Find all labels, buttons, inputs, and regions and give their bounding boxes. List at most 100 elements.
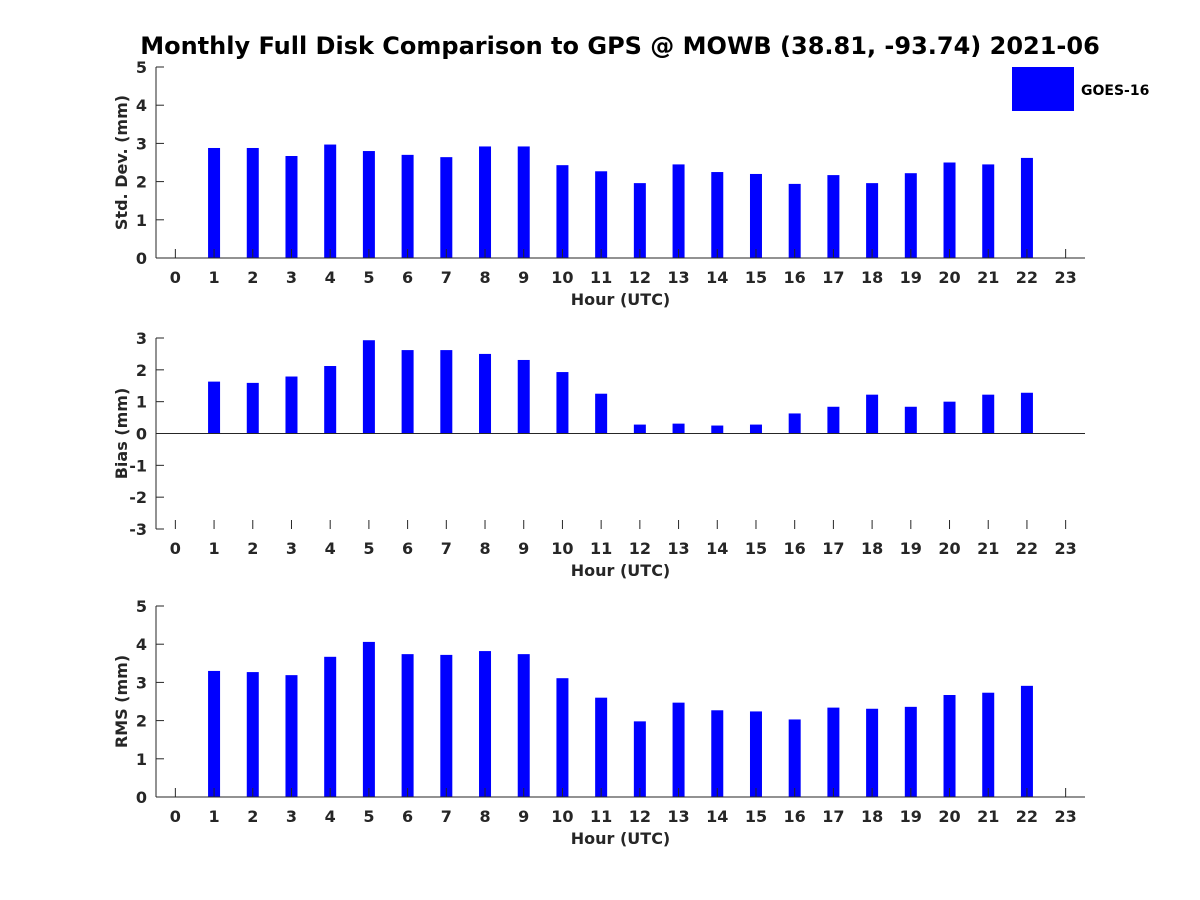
bias-bar-hour-7 (440, 350, 453, 434)
bias-bar-hour-8 (479, 353, 492, 434)
rms-x-tick-label: 1 (208, 807, 219, 826)
legend-label: GOES-16 (1081, 83, 1149, 99)
std-bar-hour-22 (1020, 157, 1033, 258)
bias-bar-hour-17 (827, 406, 840, 434)
bias-x-tick-label: 5 (363, 539, 374, 558)
rms-bar-hour-10 (556, 678, 569, 797)
bias-bar-hour-6 (401, 350, 414, 434)
bias-bar-hour-9 (517, 359, 530, 434)
std-x-tick-label: 22 (1016, 268, 1038, 287)
bias-x-tick-label: 7 (441, 539, 452, 558)
std-y-tick-label: 5 (136, 58, 147, 77)
rms-x-tick-label: 3 (286, 807, 297, 826)
std-x-tick-label: 8 (479, 268, 490, 287)
std-bar-hour-4 (324, 144, 337, 258)
std-bar-hour-11 (595, 171, 608, 258)
rms-bar-hour-2 (246, 672, 259, 797)
bias-x-tick-label: 11 (590, 539, 612, 558)
rms-x-tick-label: 21 (977, 807, 999, 826)
bias-y-tick-label: -2 (129, 488, 147, 507)
bias-x-tick-label: 19 (900, 539, 922, 558)
std-bar-hour-8 (479, 146, 492, 258)
rms-bar-hour-17 (827, 707, 840, 797)
bias-bar-hour-16 (788, 413, 801, 434)
bias-y-tick-label: 1 (136, 393, 147, 412)
rms-x-tick-label: 19 (900, 807, 922, 826)
bias-bar-hour-15 (749, 424, 762, 434)
rms-bar-hour-11 (595, 697, 608, 797)
std-y-tick-label: 1 (136, 211, 147, 230)
std-x-tick-label: 14 (706, 268, 728, 287)
std-bar-hour-19 (904, 173, 917, 258)
std-x-tick-label: 13 (667, 268, 689, 287)
bias-bar-hour-18 (866, 394, 879, 434)
bias-bar-hour-11 (595, 393, 608, 434)
bias-x-tick-label: 15 (745, 539, 767, 558)
rms-bar-hour-20 (943, 695, 956, 797)
std-x-tick-label: 19 (900, 268, 922, 287)
bias-bar-hour-20 (943, 401, 956, 434)
std-bar-hour-2 (246, 147, 259, 258)
std-x-tick-label: 15 (745, 268, 767, 287)
rms-x-tick-label: 4 (325, 807, 336, 826)
rms-y-tick-label: 0 (136, 788, 147, 807)
std-bar-hour-1 (208, 147, 221, 258)
rms-bar-hour-13 (672, 702, 685, 797)
legend: GOES-16 (1012, 67, 1149, 111)
rms-x-axis-label: Hour (UTC) (571, 829, 671, 848)
rms-x-tick-label: 18 (861, 807, 883, 826)
std-x-tick-label: 6 (402, 268, 413, 287)
rms-x-tick-label: 2 (247, 807, 258, 826)
bias-x-tick-label: 3 (286, 539, 297, 558)
bias-y-tick-label: 0 (136, 425, 147, 444)
bias-y-tick-label: -3 (129, 520, 147, 539)
bias-x-tick-label: 10 (551, 539, 573, 558)
bias-x-tick-label: 14 (706, 539, 728, 558)
std-x-tick-label: 9 (518, 268, 529, 287)
rms-bar-hour-5 (362, 641, 375, 797)
std-x-tick-label: 16 (784, 268, 806, 287)
std-y-tick-label: 0 (136, 249, 147, 268)
std-x-tick-label: 18 (861, 268, 883, 287)
bias-y-axis-label: Bias (mm) (112, 388, 131, 480)
bias-x-tick-label: 18 (861, 539, 883, 558)
rms-x-tick-label: 23 (1055, 807, 1077, 826)
rms-x-tick-label: 8 (479, 807, 490, 826)
bias-x-tick-label: 21 (977, 539, 999, 558)
bias-x-tick-label: 13 (667, 539, 689, 558)
rms-x-tick-label: 17 (822, 807, 844, 826)
std-bar-hour-10 (556, 165, 569, 258)
rms-bar-hour-6 (401, 654, 414, 797)
rms-bar-hour-15 (749, 711, 762, 797)
rms-bar-hour-7 (440, 654, 453, 797)
rms-y-axis-label: RMS (mm) (112, 655, 131, 748)
rms-x-tick-label: 11 (590, 807, 612, 826)
bias-bar-hour-3 (285, 376, 298, 434)
rms-x-tick-label: 9 (518, 807, 529, 826)
std-x-tick-label: 3 (286, 268, 297, 287)
std-x-tick-label: 11 (590, 268, 612, 287)
rms-x-tick-label: 15 (745, 807, 767, 826)
std-x-tick-label: 0 (170, 268, 181, 287)
bias-x-tick-label: 16 (784, 539, 806, 558)
rms-bar-hour-19 (904, 706, 917, 797)
rms-x-tick-label: 0 (170, 807, 181, 826)
bias-bar-hour-4 (324, 366, 337, 434)
bias-bar-hour-10 (556, 372, 569, 434)
rms-bar-hour-18 (866, 708, 879, 797)
rms-x-tick-label: 7 (441, 807, 452, 826)
std-x-tick-label: 23 (1055, 268, 1077, 287)
rms-bar-hour-8 (479, 651, 492, 797)
bias-x-tick-label: 9 (518, 539, 529, 558)
rms-bar-hour-22 (1020, 685, 1033, 797)
std-bar-hour-7 (440, 157, 453, 258)
bias-bar-hour-1 (208, 381, 221, 434)
std-x-tick-label: 10 (551, 268, 573, 287)
rms-bar-hour-12 (633, 721, 646, 797)
rms-bar-hour-4 (324, 656, 337, 797)
bias-bar-hour-12 (633, 424, 646, 434)
bias-bar-hour-13 (672, 423, 685, 434)
std-bar-hour-13 (672, 164, 685, 258)
bias-y-tick-label: -1 (129, 456, 147, 475)
